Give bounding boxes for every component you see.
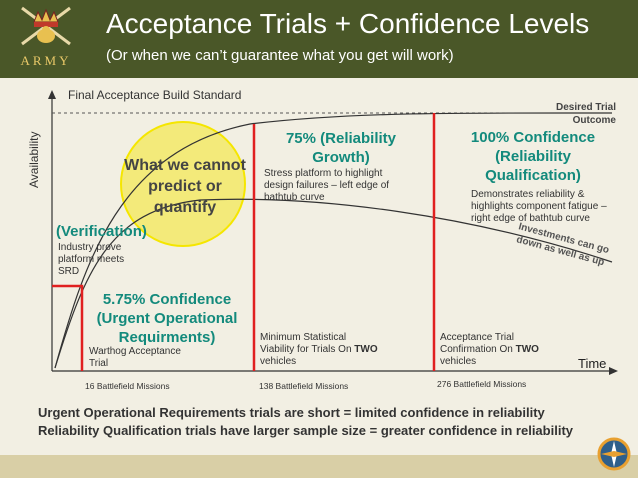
desired-outcome-label: Desired Trial Outcome xyxy=(555,102,616,126)
uor-confidence-label: 5.75% Confidence (Urgent Operational Req… xyxy=(96,291,238,346)
uor-marker xyxy=(52,284,84,371)
summary-line-2: Reliability Qualification trials have la… xyxy=(38,423,573,438)
growth-trial-label: Minimum Statistical Viability for Trials… xyxy=(260,332,378,367)
missions-label-2: 138 Battlefield Missions xyxy=(259,381,349,391)
compass-icon xyxy=(597,437,631,471)
x-axis-arrow xyxy=(609,367,618,375)
verification-desc: Industry prove platform meets SRD xyxy=(58,242,125,277)
reliability-growth-desc: Stress platform to highlight design fail… xyxy=(264,168,390,203)
y-axis-label: Availability xyxy=(27,131,41,188)
bubble-text: What we cannot predict or quantify xyxy=(124,157,246,216)
uor-trial-label: Warthog Acceptance Trial xyxy=(89,346,181,369)
uncertainty-bubble xyxy=(120,121,246,247)
y-axis-arrow xyxy=(48,90,56,99)
missions-label-1: 16 Battlefield Missions xyxy=(85,381,170,391)
summary-line-1: Urgent Operational Requirements trials a… xyxy=(38,405,545,420)
qualification-trial-label: Acceptance Trial Confirmation On TWO veh… xyxy=(440,332,539,367)
qualification-label: 100% Confidence (Reliability Qualificati… xyxy=(470,129,596,184)
page-title: Acceptance Trials + Confidence Levels xyxy=(106,8,590,39)
logo-text: ARMY xyxy=(20,53,72,68)
army-logo: ARMY xyxy=(0,0,92,78)
footer-band xyxy=(0,455,638,478)
page-subtitle: (Or when we can’t guarantee what you get… xyxy=(106,47,454,64)
qualification-desc: Demonstrates reliability & highlights co… xyxy=(471,189,607,224)
reliability-growth-label: 75% (Reliability Growth) xyxy=(285,130,397,166)
missions-label-3: 276 Battlefield Missions xyxy=(437,379,527,389)
desired-curve xyxy=(54,112,613,369)
header-bar xyxy=(0,0,638,78)
actual-curve xyxy=(54,198,613,369)
build-standard-label: Final Acceptance Build Standard xyxy=(68,88,242,102)
crest-icon xyxy=(21,6,71,46)
x-axis-label: Time xyxy=(578,356,607,371)
verification-label: (Verification) xyxy=(56,223,147,240)
